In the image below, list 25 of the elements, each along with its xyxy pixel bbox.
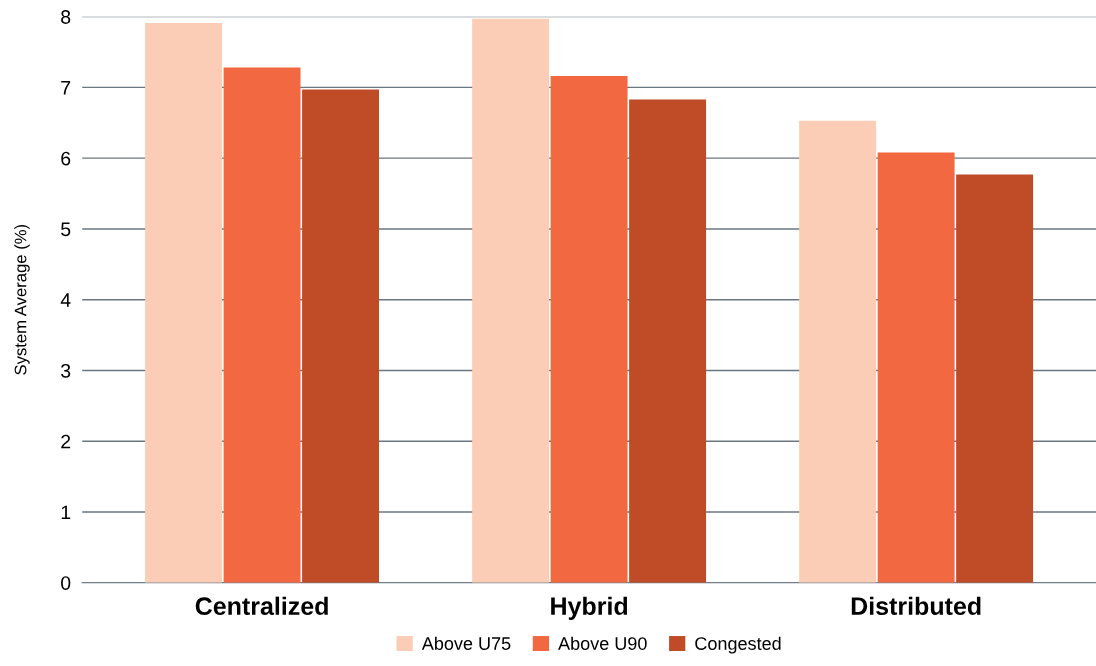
y-tick-label: 5 — [61, 222, 71, 237]
y-tick-label: 1 — [61, 505, 71, 520]
bar — [629, 99, 707, 583]
y-axis-title: System Average (%) — [14, 224, 30, 375]
bar — [550, 76, 628, 583]
bar — [302, 89, 380, 583]
legend-label: Above U75 — [421, 636, 511, 650]
bar — [799, 120, 877, 583]
y-tick-label: 6 — [61, 151, 71, 166]
bar — [223, 67, 301, 583]
legend-label: Above U90 — [558, 636, 647, 650]
y-tick-label: 8 — [61, 10, 71, 24]
y-tick-label: 2 — [61, 434, 71, 449]
y-tick-label: 0 — [61, 576, 71, 590]
bar — [472, 18, 550, 583]
bar — [956, 174, 1034, 583]
x-tick-label: Centralized — [195, 596, 328, 615]
legend-label: Congested — [695, 636, 781, 654]
y-tick-label: 7 — [61, 81, 71, 95]
bar — [877, 152, 955, 583]
y-tick-label: 4 — [60, 293, 71, 307]
bar — [145, 23, 223, 583]
x-tick-label: Distributed — [851, 596, 981, 615]
x-tick-label: Hybrid — [551, 596, 628, 620]
y-tick-label: 3 — [61, 363, 71, 378]
